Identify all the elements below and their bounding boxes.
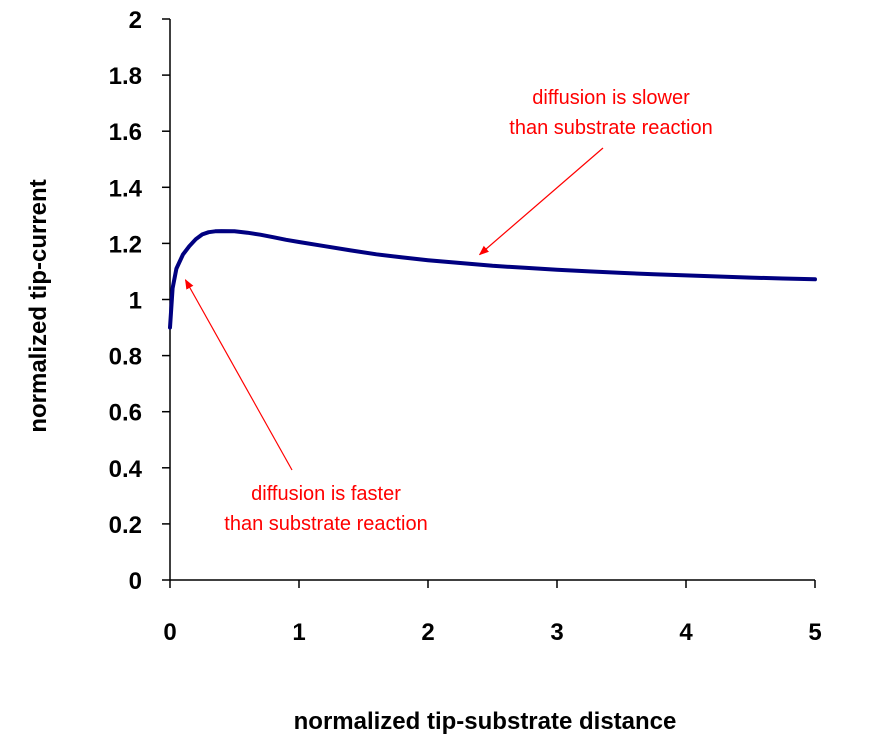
annotation-faster: diffusion is faster than substrate react…: [184, 278, 428, 535]
y-tick-label: 0.4: [109, 456, 143, 483]
x-tick-label: 5: [808, 619, 821, 646]
x-tick-label: 3: [550, 619, 563, 646]
x-tick-label: 2: [421, 619, 434, 646]
y-tick-label: 0.2: [109, 512, 142, 539]
y-tick-label: 1: [129, 288, 142, 315]
y-tick-label: 0.6: [109, 400, 142, 427]
annotation-faster-line1: diffusion is faster: [251, 483, 401, 505]
y-axis-title: normalized tip-current: [25, 179, 52, 432]
x-axis-title: normalized tip-substrate distance: [294, 708, 677, 735]
annotation-faster-line2: than substrate reaction: [224, 513, 427, 535]
y-tick-label: 1.8: [109, 63, 142, 90]
y-tick-label: 1.2: [109, 231, 142, 258]
y-tick-label: 0: [129, 568, 142, 595]
y-tick-label: 1.4: [109, 175, 143, 202]
annotation-slower-arrow: [478, 147, 604, 256]
annotation-slower: diffusion is slower than substrate react…: [478, 87, 713, 256]
x-tick-label: 0: [163, 619, 176, 646]
x-axis-ticks: 0 1 2 3 4 5: [163, 580, 822, 646]
x-tick-label: 1: [292, 619, 305, 646]
y-tick-label: 1.6: [109, 119, 142, 146]
x-tick-label: 4: [679, 619, 693, 646]
annotation-slower-line1: diffusion is slower: [532, 87, 690, 109]
y-tick-label: 0.8: [109, 344, 142, 371]
series-line: [168, 229, 817, 330]
y-tick-label: 2: [129, 7, 142, 34]
annotation-faster-arrow: [184, 278, 293, 471]
annotation-slower-line2: than substrate reaction: [509, 117, 712, 139]
y-axis-ticks: 0 0.2 0.4 0.6 0.8 1 1.2 1.4 1.6 1.8 2: [109, 7, 170, 595]
